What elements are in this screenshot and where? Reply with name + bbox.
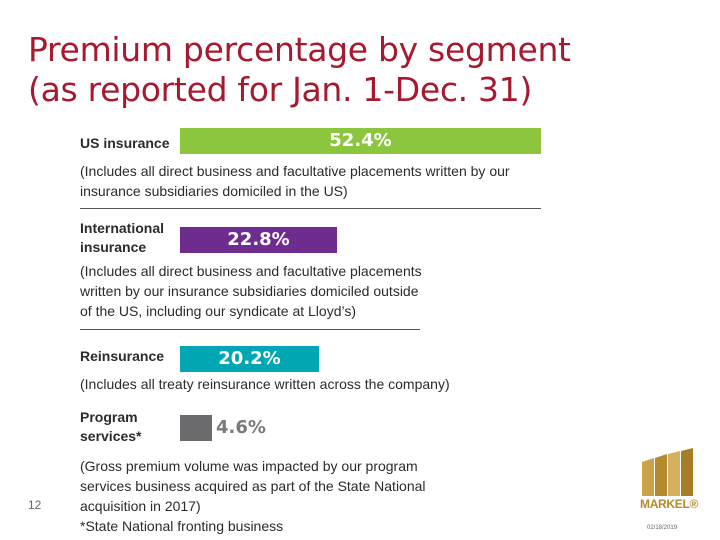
markel-logo-icon — [642, 448, 693, 496]
segment-label-reinsurance: Reinsurance — [80, 348, 165, 364]
segment-label-us-insurance: US insurance — [80, 135, 170, 151]
bar-value-label-program-services: 4.6% — [216, 417, 266, 438]
bar-reinsurance — [180, 346, 319, 372]
bar-value-label-us-insurance: 52.4% — [329, 130, 392, 151]
divider-2 — [80, 329, 420, 330]
segment-label-program-services: Program services* — [80, 409, 142, 444]
footer-date: 02/18/2019 — [647, 525, 678, 531]
markel-logo: MARKEL® — [640, 448, 699, 514]
bar-us-insurance — [180, 128, 541, 154]
segment-description-program-services: (Gross premium volume was impacted by ou… — [80, 458, 426, 534]
title-line-1: Premium percentage by segment — [28, 30, 571, 69]
bar-value-label-reinsurance: 20.2% — [218, 348, 281, 369]
title-line-2: (as reported for Jan. 1-Dec. 31) — [28, 70, 533, 109]
bar-value-label-international-insurance: 22.8% — [227, 229, 290, 250]
bar-international-insurance — [180, 227, 337, 253]
segment-description-reinsurance: (Includes all treaty reinsurance written… — [80, 376, 450, 392]
page-number: 12 — [28, 498, 42, 512]
segment-description-international-insurance: (Includes all direct business and facult… — [80, 263, 422, 319]
segment-label-international-insurance: International insurance — [80, 220, 165, 255]
bar-program-services — [180, 415, 212, 441]
logo-wordmark: MARKEL® — [640, 497, 699, 511]
divider-1 — [80, 208, 541, 209]
slide-title: Premium percentage by segment (as report… — [28, 30, 688, 110]
segment-description-us-insurance: (Includes all direct business and facult… — [80, 163, 510, 199]
